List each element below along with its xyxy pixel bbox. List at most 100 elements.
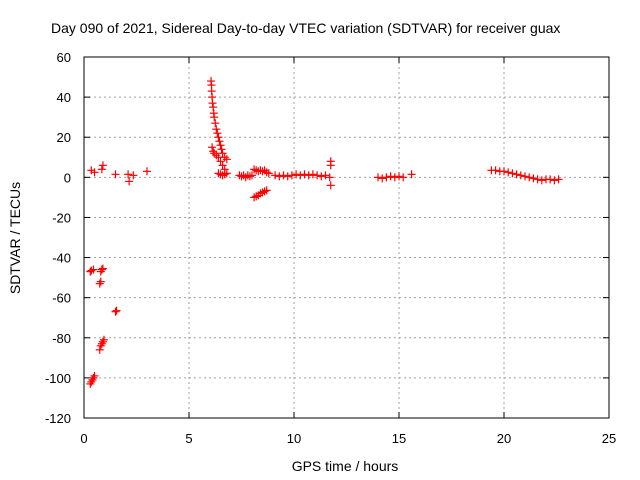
x-tick-label: 15 bbox=[392, 431, 406, 446]
y-axis-label: SDTVAR / TECUs bbox=[7, 182, 23, 294]
data-points bbox=[86, 77, 563, 388]
data-point bbox=[90, 371, 99, 380]
data-point bbox=[87, 266, 96, 275]
data-point bbox=[491, 166, 500, 175]
data-point bbox=[529, 174, 538, 183]
data-point bbox=[516, 171, 525, 180]
data-point bbox=[271, 171, 280, 180]
data-point bbox=[210, 149, 219, 158]
data-point bbox=[222, 155, 231, 164]
grid-lines bbox=[84, 57, 609, 418]
data-point bbox=[220, 170, 229, 179]
data-point bbox=[395, 172, 403, 181]
data-point bbox=[86, 379, 95, 388]
plot-frame bbox=[83, 56, 610, 419]
data-point bbox=[98, 264, 107, 273]
data-point bbox=[96, 341, 105, 350]
data-point bbox=[209, 103, 218, 112]
data-point bbox=[217, 145, 226, 154]
data-point bbox=[216, 141, 225, 150]
data-point bbox=[512, 170, 521, 179]
data-point bbox=[124, 170, 133, 179]
data-point bbox=[308, 170, 317, 179]
data-point bbox=[504, 168, 513, 177]
data-point bbox=[386, 172, 395, 181]
data-point bbox=[111, 307, 120, 316]
data-point bbox=[283, 172, 292, 181]
data-point bbox=[208, 99, 217, 108]
data-point bbox=[407, 170, 416, 179]
data-point bbox=[258, 167, 267, 176]
data-point bbox=[96, 277, 105, 286]
data-point bbox=[97, 339, 106, 348]
data-point bbox=[554, 175, 563, 184]
data-point bbox=[326, 181, 335, 190]
data-point bbox=[208, 143, 217, 152]
y-tick-label: -40 bbox=[52, 251, 71, 266]
data-point bbox=[88, 375, 97, 384]
data-point bbox=[304, 171, 313, 180]
data-point bbox=[378, 174, 387, 183]
data-point bbox=[546, 175, 555, 184]
data-point bbox=[325, 173, 334, 182]
data-point bbox=[525, 173, 534, 182]
data-point bbox=[214, 133, 223, 142]
data-point bbox=[90, 168, 99, 177]
chart-title: Day 090 of 2021, Sidereal Day-to-day VTE… bbox=[51, 20, 560, 36]
data-point bbox=[237, 172, 246, 181]
data-point bbox=[98, 161, 107, 170]
data-point bbox=[300, 170, 309, 179]
y-tick-label: -20 bbox=[52, 210, 71, 225]
tick-labels: 0 5 10 15 20 25 -120 -100 -80 -60 -40 -20 0 20 40 60 bbox=[45, 50, 616, 446]
data-point bbox=[89, 373, 98, 382]
x-tick-label: 0 bbox=[80, 431, 87, 446]
data-point bbox=[245, 172, 254, 181]
data-point bbox=[98, 337, 107, 346]
data-point bbox=[89, 265, 98, 274]
data-point bbox=[95, 345, 104, 354]
data-point bbox=[214, 169, 223, 178]
data-point bbox=[279, 171, 288, 180]
data-point bbox=[212, 125, 221, 134]
y-tick-label: 60 bbox=[57, 50, 71, 65]
y-tick-label: -120 bbox=[45, 411, 71, 426]
data-point bbox=[287, 171, 296, 180]
data-point bbox=[250, 193, 259, 202]
data-point bbox=[129, 171, 138, 180]
data-point bbox=[143, 167, 151, 176]
data-point bbox=[125, 177, 134, 186]
data-point bbox=[326, 161, 335, 170]
data-point bbox=[296, 171, 305, 180]
y-tick-label: 0 bbox=[64, 170, 71, 185]
data-point bbox=[275, 172, 284, 181]
data-point bbox=[317, 172, 326, 181]
data-point bbox=[87, 377, 96, 386]
y-tick-label: -80 bbox=[52, 331, 71, 346]
y-tick-label: 20 bbox=[57, 130, 71, 145]
x-tick-label: 20 bbox=[497, 431, 511, 446]
data-point bbox=[390, 173, 399, 182]
x-tick-label: 25 bbox=[602, 431, 616, 446]
data-point bbox=[508, 169, 517, 178]
y-tick-label: -60 bbox=[52, 291, 71, 306]
data-point bbox=[218, 149, 227, 158]
data-point bbox=[213, 129, 222, 138]
data-point bbox=[209, 147, 218, 156]
data-point bbox=[214, 153, 223, 162]
data-point bbox=[97, 165, 106, 174]
data-point bbox=[500, 167, 508, 176]
data-point bbox=[99, 335, 108, 344]
data-point bbox=[533, 175, 542, 184]
data-point bbox=[313, 171, 322, 180]
data-point bbox=[321, 171, 330, 180]
x-axis-label: GPS time / hours bbox=[292, 458, 399, 474]
data-point bbox=[248, 171, 256, 180]
data-point bbox=[260, 187, 269, 196]
data-point bbox=[210, 113, 219, 122]
data-point bbox=[222, 169, 231, 178]
y-tick-label: -100 bbox=[45, 371, 71, 386]
data-point bbox=[216, 157, 225, 166]
data-point bbox=[399, 173, 408, 182]
data-point bbox=[521, 172, 529, 181]
